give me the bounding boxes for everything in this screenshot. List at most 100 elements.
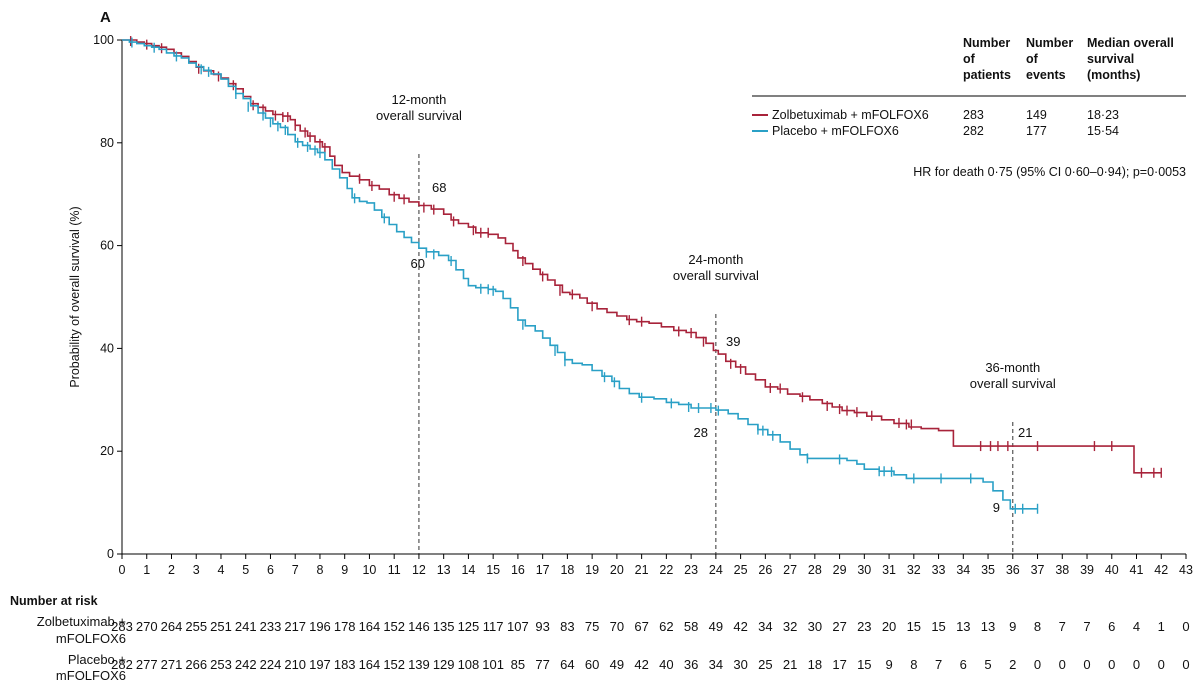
risk-value: 7 — [1083, 619, 1090, 634]
risk-value: 34 — [758, 619, 772, 634]
x-tick-label: 7 — [292, 563, 299, 577]
risk-value: 183 — [334, 657, 356, 672]
header-patients-1: Number — [963, 36, 1010, 50]
risk-value: 49 — [610, 657, 624, 672]
risk-value: 13 — [981, 619, 995, 634]
risk-value: 67 — [634, 619, 648, 634]
x-tick-label: 40 — [1105, 563, 1119, 577]
x-tick-label: 20 — [610, 563, 624, 577]
risk-value: 25 — [758, 657, 772, 672]
x-tick-label: 24 — [709, 563, 723, 577]
landmark-label-36: 36-month — [985, 360, 1040, 375]
risk-value: 266 — [185, 657, 207, 672]
legend-events-zolbetuximab: 149 — [1026, 108, 1047, 122]
risk-value: 255 — [185, 619, 207, 634]
risk-label-zolbetuximab-2: mFOLFOX6 — [56, 631, 126, 646]
landmark-sublabel-24: overall survival — [673, 268, 759, 283]
risk-value: 49 — [709, 619, 723, 634]
risk-value: 139 — [408, 657, 430, 672]
header-median-2: survival — [1087, 52, 1134, 66]
y-tick-label: 60 — [100, 239, 114, 253]
x-tick-label: 39 — [1080, 563, 1094, 577]
risk-value: 217 — [284, 619, 306, 634]
x-tick-label: 26 — [758, 563, 772, 577]
header-events-3: events — [1026, 68, 1066, 82]
curve-placebo — [122, 39, 1038, 510]
risk-value: 152 — [383, 657, 405, 672]
risk-value: 117 — [483, 619, 504, 634]
risk-value: 83 — [560, 619, 574, 634]
x-tick-label: 25 — [734, 563, 748, 577]
risk-value: 40 — [659, 657, 673, 672]
risk-value: 15 — [907, 619, 921, 634]
legend-median-placebo: 15·54 — [1087, 124, 1119, 138]
risk-value: 0 — [1059, 657, 1066, 672]
risk-value: 6 — [960, 657, 967, 672]
risk-value: 210 — [284, 657, 306, 672]
risk-value: 4 — [1133, 619, 1140, 634]
header-patients-3: patients — [963, 68, 1011, 82]
x-tick-label: 5 — [242, 563, 249, 577]
risk-value: 233 — [260, 619, 282, 634]
risk-value: 0 — [1182, 657, 1189, 672]
landmark-value-zolbetuximab-24: 39 — [726, 334, 740, 349]
landmark-label-12: 12-month — [391, 92, 446, 107]
y-tick-label: 100 — [93, 33, 114, 47]
risk-value: 34 — [709, 657, 723, 672]
x-tick-label: 29 — [833, 563, 847, 577]
risk-value: 9 — [885, 657, 892, 672]
risk-value: 283 — [111, 619, 133, 634]
risk-value: 32 — [783, 619, 797, 634]
risk-value: 264 — [161, 619, 183, 634]
risk-value: 270 — [136, 619, 158, 634]
risk-value: 93 — [535, 619, 549, 634]
risk-value: 271 — [161, 657, 183, 672]
legend-median-zolbetuximab: 18·23 — [1087, 108, 1119, 122]
risk-value: 30 — [808, 619, 822, 634]
risk-value: 85 — [511, 657, 525, 672]
x-tick-label: 8 — [316, 563, 323, 577]
legend-events-placebo: 177 — [1026, 124, 1047, 138]
risk-value: 135 — [433, 619, 455, 634]
x-tick-label: 38 — [1055, 563, 1069, 577]
x-axis: 0 1 2 3 4 5 6 7 8 9 10 11 12 13 14 15 16 17 18 19 20 21 22 23 24… — [119, 553, 1193, 577]
risk-value: 23 — [857, 619, 871, 634]
risk-value: 30 — [733, 657, 747, 672]
risk-value: 0 — [1108, 657, 1115, 672]
landmark-value-placebo-36: 9 — [993, 500, 1000, 515]
y-tick-label: 80 — [100, 136, 114, 150]
x-tick-label: 21 — [635, 563, 649, 577]
x-tick-label: 30 — [857, 563, 871, 577]
legend-label-zolbetuximab: Zolbetuximab + mFOLFOX6 — [772, 108, 929, 122]
risk-label-placebo-2: mFOLFOX6 — [56, 668, 126, 683]
risk-value: 62 — [659, 619, 673, 634]
x-tick-label: 13 — [437, 563, 451, 577]
header-median-1: Median overall — [1087, 36, 1174, 50]
x-tick-label: 23 — [684, 563, 698, 577]
risk-value: 7 — [1059, 619, 1066, 634]
risk-value: 8 — [1034, 619, 1041, 634]
x-tick-label: 43 — [1179, 563, 1193, 577]
risk-value: 36 — [684, 657, 698, 672]
risk-value: 75 — [585, 619, 599, 634]
x-tick-label: 35 — [981, 563, 995, 577]
risk-value: 164 — [359, 657, 381, 672]
y-tick-label: 0 — [107, 547, 114, 561]
x-tick-label: 16 — [511, 563, 525, 577]
risk-value: 129 — [433, 657, 455, 672]
risk-value: 15 — [931, 619, 945, 634]
y-tick-label: 40 — [100, 341, 114, 355]
x-tick-label: 15 — [486, 563, 500, 577]
risk-value: 242 — [235, 657, 257, 672]
risk-value: 0 — [1083, 657, 1090, 672]
header-median-3: (months) — [1087, 68, 1140, 82]
risk-label-placebo-1: Placebo + — [68, 652, 126, 667]
risk-value: 7 — [935, 657, 942, 672]
risk-value: 70 — [610, 619, 624, 634]
risk-value: 0 — [1182, 619, 1189, 634]
risk-value: 18 — [808, 657, 822, 672]
risk-value: 21 — [783, 657, 797, 672]
risk-value: 196 — [309, 619, 331, 634]
x-tick-label: 22 — [659, 563, 673, 577]
